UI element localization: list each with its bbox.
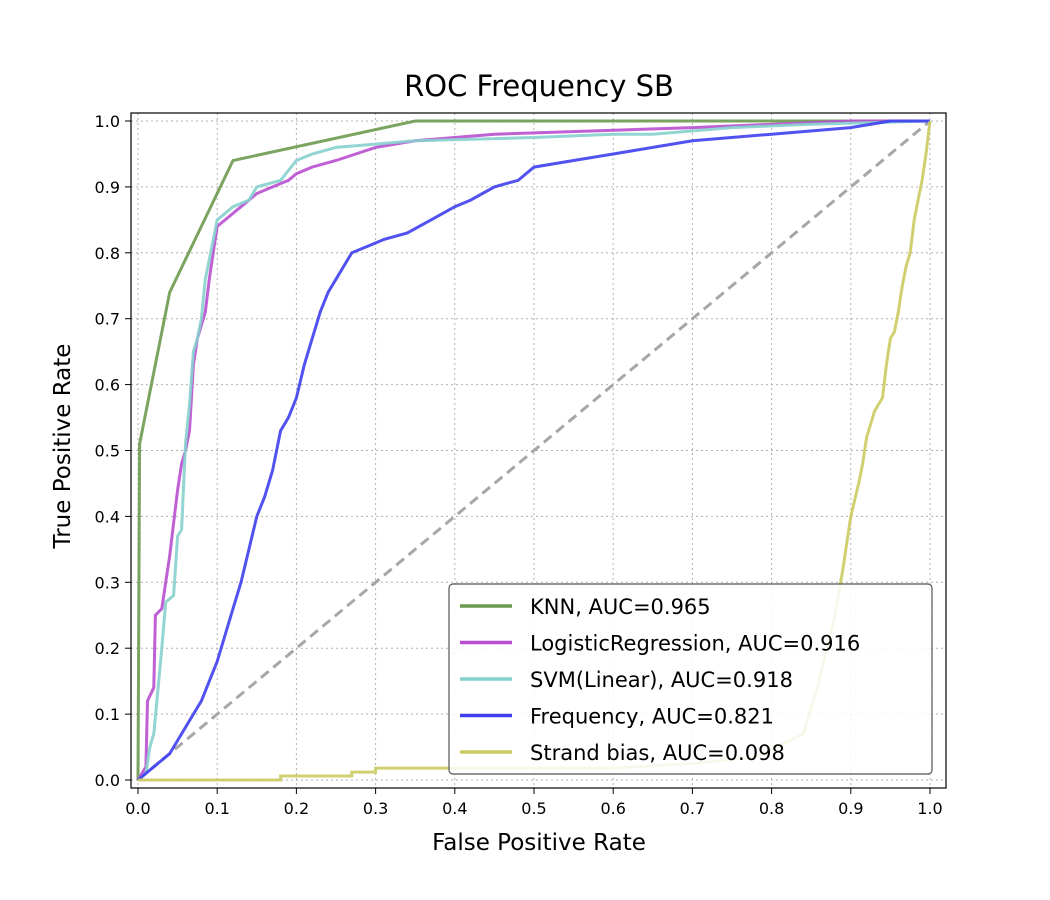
x-tick-label: 0.4 xyxy=(442,799,467,818)
legend: KNN, AUC=0.965 LogisticRegression, AUC=0.… xyxy=(448,583,933,775)
y-tick-label: 1.0 xyxy=(95,112,120,131)
x-tick-label: 0.0 xyxy=(125,799,150,818)
y-tick-label: 0.4 xyxy=(95,507,120,526)
y-tick-label: 0.0 xyxy=(95,771,120,790)
series-lines xyxy=(136,119,932,782)
legend-label: KNN, AUC=0.965 xyxy=(530,595,711,619)
x-tick-label: 1.0 xyxy=(917,799,942,818)
legend-label: LogisticRegression, AUC=0.916 xyxy=(530,632,860,656)
legend-label: Frequency, AUC=0.821 xyxy=(530,705,774,729)
y-tick-label: 0.2 xyxy=(95,639,120,658)
x-tick-label: 0.1 xyxy=(204,799,229,818)
chart-title: ROC Frequency SB xyxy=(404,69,674,103)
series-line-3 xyxy=(137,119,930,782)
y-tick-label: 0.7 xyxy=(95,310,120,329)
x-tick-label: 0.8 xyxy=(759,799,784,818)
axis-ticks: 0.0 0.1 0.2 0.3 0.4 0.5 0.6 0.7 0.8 0.9 1.0 0.0 0.1 0… xyxy=(95,112,943,818)
y-tick-label: 0.9 xyxy=(95,178,120,197)
legend-box xyxy=(448,583,933,775)
series-line-4 xyxy=(138,120,932,782)
x-tick-label: 0.7 xyxy=(680,799,705,818)
series-line-1 xyxy=(136,119,930,781)
series-line-2 xyxy=(137,119,931,782)
diagonal-line xyxy=(137,119,931,782)
diagonal-reference xyxy=(137,119,931,782)
y-axis-label: True Positive Rate xyxy=(50,344,76,550)
x-tick-label: 0.3 xyxy=(363,799,388,818)
legend-label: Strand bias, AUC=0.098 xyxy=(530,741,785,765)
series-line-0 xyxy=(136,119,930,781)
legend-label: SVM(Linear), AUC=0.918 xyxy=(530,668,793,692)
y-tick-label: 0.3 xyxy=(95,573,120,592)
y-tick-label: 0.8 xyxy=(95,244,120,263)
x-tick-label: 0.5 xyxy=(521,799,546,818)
x-tick-label: 0.9 xyxy=(838,799,863,818)
x-tick-label: 0.2 xyxy=(284,799,309,818)
y-tick-label: 0.6 xyxy=(95,376,120,395)
y-tick-label: 0.5 xyxy=(95,442,120,461)
x-axis-label: False Positive Rate xyxy=(432,830,646,856)
x-tick-label: 0.6 xyxy=(600,799,625,818)
y-tick-label: 0.1 xyxy=(95,705,120,724)
